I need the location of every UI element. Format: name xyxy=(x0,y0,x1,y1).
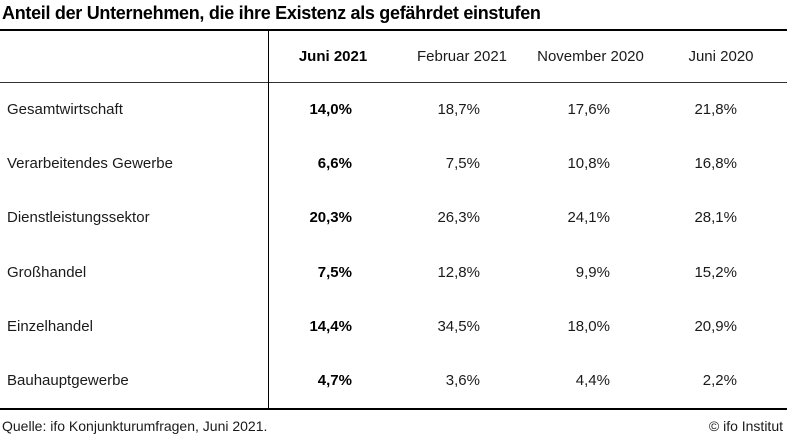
cell-value: 16,8% xyxy=(694,154,737,172)
row-label: Verarbeitendes Gewerbe xyxy=(7,154,173,172)
cell-value: 4,4% xyxy=(575,372,610,390)
row-label: Gesamtwirtschaft xyxy=(7,100,123,118)
cell-value: 18,7% xyxy=(437,100,480,118)
page-title: Anteil der Unternehmen, die ihre Existen… xyxy=(2,3,541,23)
column-header-februar-2021: Februar 2021 xyxy=(416,48,508,65)
cell-value: 28,1% xyxy=(694,209,737,227)
row-label: Bauhauptgewerbe xyxy=(7,372,129,390)
cell-value: 18,0% xyxy=(567,317,610,335)
cell-value: 34,5% xyxy=(437,317,480,335)
corner-cell xyxy=(0,31,268,82)
cell-value: 7,5% xyxy=(445,154,480,172)
cell-value: 14,0% xyxy=(309,100,352,118)
header-rule xyxy=(0,82,787,83)
row-label: Großhandel xyxy=(7,263,87,281)
cell-value: 7,5% xyxy=(317,263,352,281)
cell-value: 2,2% xyxy=(702,372,737,390)
column-divider xyxy=(268,31,269,408)
row-label: Einzelhandel xyxy=(7,317,93,335)
cell-value: 4,7% xyxy=(317,372,352,390)
row-label: Dienstleistungssektor xyxy=(7,209,150,227)
cell-value: 3,6% xyxy=(445,372,480,390)
cell-value: 20,3% xyxy=(309,209,352,227)
data-table: Juni 2021 Februar 2021 November 2020 Jun… xyxy=(0,31,787,408)
cell-value: 20,9% xyxy=(694,317,737,335)
cell-value: 15,2% xyxy=(694,263,737,281)
cell-value: 12,8% xyxy=(437,263,480,281)
copyright-note: © ifo Institut xyxy=(708,418,783,434)
cell-value: 24,1% xyxy=(567,209,610,227)
footer: Quelle: ifo Konjunkturumfragen, Juni 202… xyxy=(0,410,787,442)
bottom-rule xyxy=(0,408,787,410)
column-header-juni-2020: Juni 2020 xyxy=(688,48,754,65)
cell-value: 21,8% xyxy=(694,100,737,118)
cell-value: 6,6% xyxy=(317,154,352,172)
column-header-november-2020: November 2020 xyxy=(537,48,644,65)
title-rule xyxy=(0,29,787,31)
cell-value: 14,4% xyxy=(309,317,352,335)
column-header-juni-2021: Juni 2021 xyxy=(298,48,368,65)
cell-value: 17,6% xyxy=(567,100,610,118)
source-note: Quelle: ifo Konjunkturumfragen, Juni 202… xyxy=(2,418,268,434)
cell-value: 9,9% xyxy=(575,263,610,281)
cell-value: 10,8% xyxy=(567,154,610,172)
cell-value: 26,3% xyxy=(437,209,480,227)
